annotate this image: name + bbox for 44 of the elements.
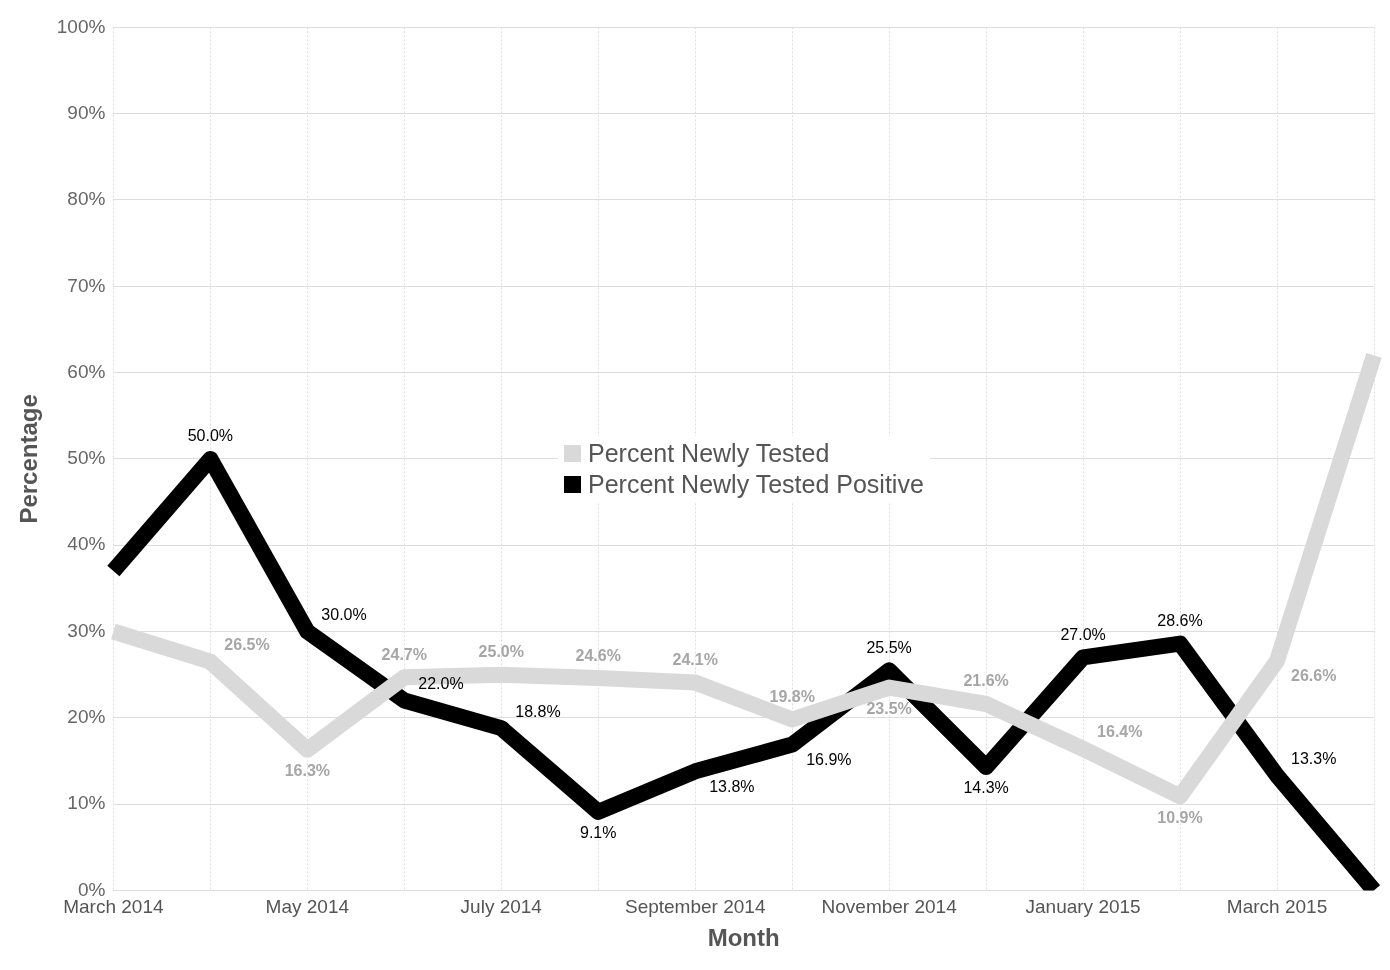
x-tick-label: May 2014: [265, 896, 350, 918]
x-axis-title: Month: [707, 924, 780, 952]
data-label: 14.3%: [963, 779, 1009, 797]
data-label: 10.9%: [1157, 808, 1203, 826]
y-tick-label: 30%: [67, 619, 106, 641]
y-tick-label: 50%: [67, 447, 106, 469]
y-tick-label: 60%: [67, 360, 106, 382]
legend-label: Percent Newly Tested: [588, 438, 830, 469]
data-label: 50.0%: [187, 427, 234, 445]
data-label: 13.8%: [709, 777, 755, 795]
data-label: 25.5%: [866, 638, 912, 656]
data-label: 19.8%: [769, 687, 815, 705]
legend-label: Percent Newly Tested Positive: [588, 469, 924, 500]
data-label: 24.1%: [672, 650, 718, 668]
y-tick-label: 90%: [67, 101, 106, 123]
y-tick-label: 20%: [67, 706, 106, 728]
x-tick-label: January 2015: [1025, 896, 1141, 918]
data-label: 16.9%: [806, 750, 852, 768]
data-label: 21.6%: [963, 672, 1009, 690]
data-label: 30.0%: [321, 605, 367, 623]
data-label: 26.5%: [224, 636, 270, 654]
y-axis-title: Percentage: [15, 394, 43, 524]
data-label: 16.3%: [284, 762, 331, 780]
data-label: 23.5%: [866, 700, 912, 717]
y-tick-label: 80%: [67, 188, 106, 210]
data-label: 27.0%: [1060, 625, 1106, 643]
data-label: 22.0%: [418, 674, 464, 692]
data-label: 24.6%: [575, 646, 621, 664]
y-tick-label: 10%: [67, 792, 106, 814]
data-label: 28.6%: [1157, 611, 1203, 629]
y-tick-label: 40%: [67, 533, 106, 555]
data-label: 25.0%: [478, 643, 524, 661]
data-label: 13.3%: [1291, 750, 1337, 768]
x-tick-label: September 2014: [624, 896, 766, 918]
data-label: 26.6%: [1291, 667, 1337, 685]
x-tick-label: July 2014: [460, 896, 543, 918]
x-tick-label: March 2015: [1226, 896, 1328, 918]
y-tick-label: 100%: [56, 15, 106, 37]
y-tick-label: 70%: [67, 274, 106, 296]
data-label: 16.4%: [1097, 723, 1143, 741]
data-label: 9.1%: [580, 824, 617, 842]
data-label: 24.7%: [381, 645, 427, 663]
data-label: 18.8%: [515, 702, 561, 720]
x-tick-label: November 2014: [821, 896, 958, 918]
